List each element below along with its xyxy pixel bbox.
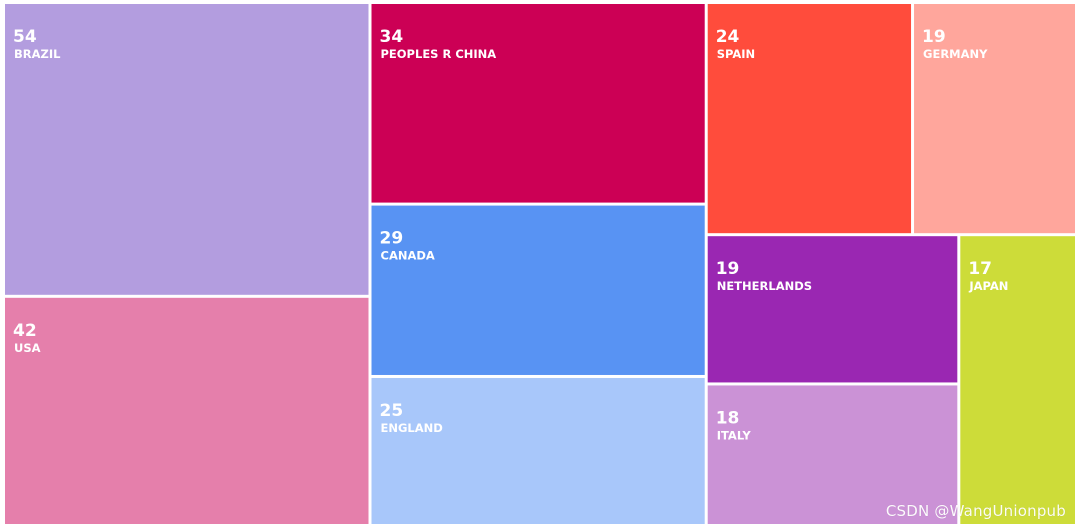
treemap-rect	[371, 377, 705, 524]
treemap-rect	[5, 297, 369, 524]
treemap-rect	[707, 4, 912, 234]
treemap-cell-value: 42	[13, 321, 37, 341]
treemap-cell-label: CANADA	[381, 249, 435, 263]
treemap-rect	[5, 4, 369, 295]
treemap-cell-label: ENGLAND	[381, 421, 443, 435]
treemap-cell-label: NETHERLANDS	[717, 279, 812, 293]
treemap-cell-value: 24	[716, 27, 740, 47]
treemap-rect	[707, 385, 958, 524]
treemap-cell-value: 34	[380, 27, 404, 47]
watermark: CSDN @WangUnionpub	[885, 502, 1066, 520]
treemap-cell-value: 19	[922, 27, 946, 47]
treemap-cell-label: SPAIN	[717, 47, 755, 61]
treemap-cell-label: USA	[14, 341, 41, 355]
treemap-cell-value: 19	[716, 259, 740, 279]
treemap-cell-label: ITALY	[717, 428, 752, 442]
treemap-cell-value: 17	[968, 259, 992, 279]
treemap-rect	[707, 236, 958, 383]
treemap-cell-label: JAPAN	[968, 279, 1008, 293]
treemap-cell-value: 25	[380, 401, 404, 421]
treemap-cell-label: GERMANY	[923, 47, 988, 61]
treemap-cell-value: 29	[380, 229, 404, 249]
treemap-cell-value: 18	[716, 408, 740, 428]
treemap-rect	[914, 4, 1075, 234]
treemap-rect	[960, 236, 1075, 525]
treemap-rect	[371, 205, 705, 375]
treemap-rect	[371, 4, 705, 203]
treemap-cell-label: PEOPLES R CHINA	[381, 47, 497, 61]
treemap-cell-label: BRAZIL	[14, 47, 61, 61]
treemap-cell-value: 54	[13, 27, 37, 47]
